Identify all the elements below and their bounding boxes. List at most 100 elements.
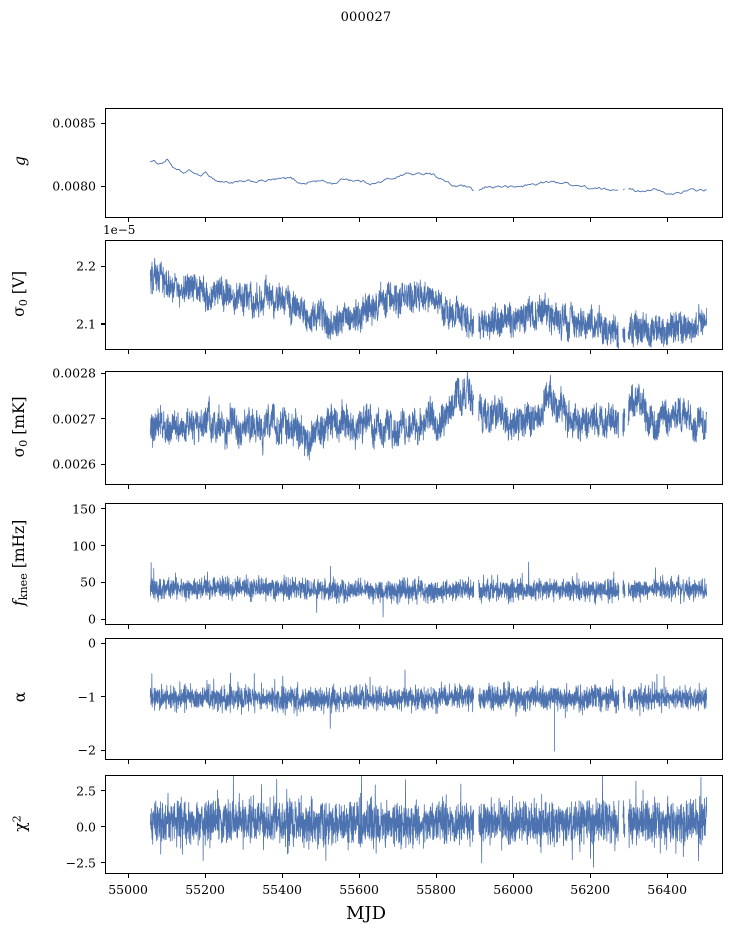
y-tick-label: 0.0027 — [52, 411, 96, 427]
x-tick-mark — [435, 625, 437, 629]
y-tick-mark — [101, 372, 105, 374]
y-axis-label-chi_squared: χ2 — [10, 814, 30, 832]
panel-fknee-plot — [149, 561, 708, 618]
x-tick-label: 55000 — [108, 882, 148, 897]
y-tick-mark — [101, 826, 105, 828]
x-tick-mark — [512, 625, 514, 629]
y-tick-mark — [101, 545, 105, 547]
panel-chi-squared — [105, 775, 723, 874]
y-tick-label: 2.1 — [76, 316, 96, 332]
x-tick-mark — [281, 350, 283, 354]
y-tick-label: −2.5 — [65, 855, 96, 871]
x-tick-mark — [512, 760, 514, 764]
x-tick-label: 56200 — [570, 882, 611, 897]
x-tick-label: 55800 — [416, 882, 457, 897]
x-tick-mark — [666, 218, 668, 222]
x-tick-mark — [204, 874, 206, 878]
x-tick-mark — [127, 760, 129, 764]
x-tick-mark — [204, 350, 206, 354]
x-tick-mark — [358, 218, 360, 222]
x-tick-label: 55600 — [339, 882, 380, 897]
panel-gain-plot — [150, 158, 707, 195]
y-tick-label: 0.0 — [76, 819, 96, 835]
panel-fknee — [105, 503, 723, 625]
x-tick-mark — [512, 218, 514, 222]
x-tick-mark — [204, 760, 206, 764]
x-tick-mark — [281, 760, 283, 764]
x-tick-mark — [512, 485, 514, 489]
x-tick-mark — [666, 485, 668, 489]
y-tick-mark — [101, 418, 105, 420]
figure-title: 000027 — [340, 10, 392, 25]
y-axis-label-sigma0_volts: σ0 [V] — [10, 270, 30, 317]
x-tick-mark — [666, 760, 668, 764]
y-tick-label: 0.0028 — [52, 365, 96, 381]
panel-chi-squared-plot — [149, 776, 708, 868]
panel-sigma0-mk-plot — [149, 372, 708, 461]
y-tick-label: −2 — [77, 742, 96, 758]
y-axis-label-sigma0_mK: σ0 [mK] — [10, 396, 30, 458]
y-tick-mark — [101, 508, 105, 510]
x-tick-mark — [204, 485, 206, 489]
y-tick-label: 2.5 — [76, 783, 96, 799]
x-tick-mark — [589, 350, 591, 354]
x-tick-mark — [435, 874, 437, 878]
x-tick-mark — [589, 874, 591, 878]
panel-gain — [105, 108, 723, 218]
x-tick-mark — [512, 874, 514, 878]
x-tick-mark — [666, 625, 668, 629]
x-tick-mark — [281, 218, 283, 222]
y-tick-label: 2.2 — [76, 258, 96, 274]
panel-sigma0-mk — [105, 371, 723, 485]
y-tick-mark — [101, 618, 105, 620]
y-tick-mark — [101, 790, 105, 792]
x-tick-mark — [666, 350, 668, 354]
y-tick-mark — [101, 265, 105, 267]
y-tick-label: 0 — [88, 611, 96, 627]
y-tick-label: 150 — [72, 501, 96, 517]
x-tick-mark — [358, 625, 360, 629]
x-tick-mark — [127, 625, 129, 629]
x-tick-mark — [512, 350, 514, 354]
x-tick-mark — [127, 485, 129, 489]
x-tick-label: 56400 — [647, 882, 688, 897]
x-tick-mark — [281, 874, 283, 878]
x-tick-mark — [589, 485, 591, 489]
x-tick-label: 55200 — [185, 882, 225, 897]
y-tick-mark — [101, 122, 105, 124]
x-tick-mark — [435, 485, 437, 489]
x-tick-mark — [435, 760, 437, 764]
y-axis-label-gain: g — [11, 156, 29, 166]
y-tick-label: 0.0026 — [52, 456, 96, 472]
x-tick-mark — [358, 874, 360, 878]
x-tick-mark — [281, 625, 283, 629]
y-tick-mark — [101, 696, 105, 698]
y-axis-offset-text: 1e−5 — [103, 223, 136, 237]
y-tick-label: 50 — [80, 574, 96, 590]
x-tick-mark — [358, 350, 360, 354]
y-tick-label: 0 — [88, 635, 96, 651]
y-tick-mark — [101, 185, 105, 187]
y-tick-label: −1 — [77, 689, 96, 705]
x-tick-mark — [204, 218, 206, 222]
y-tick-label: 0.0085 — [52, 115, 96, 131]
panel-sigma0-volts — [105, 240, 723, 350]
x-tick-mark — [435, 350, 437, 354]
y-tick-mark — [101, 642, 105, 644]
panel-sigma0-volts-plot — [149, 257, 708, 349]
y-tick-mark — [101, 862, 105, 864]
x-tick-mark — [358, 760, 360, 764]
x-tick-mark — [127, 874, 129, 878]
y-tick-mark — [101, 749, 105, 751]
x-tick-mark — [281, 485, 283, 489]
x-axis-label: MJD — [345, 903, 387, 924]
x-tick-label: 56000 — [493, 882, 534, 897]
x-tick-mark — [666, 874, 668, 878]
x-tick-label: 55400 — [262, 882, 302, 897]
y-tick-label: 100 — [72, 538, 96, 554]
y-tick-mark — [101, 581, 105, 583]
x-tick-mark — [589, 625, 591, 629]
y-tick-mark — [101, 463, 105, 466]
y-axis-label-f_knee: fknee [mHz] — [10, 519, 30, 607]
